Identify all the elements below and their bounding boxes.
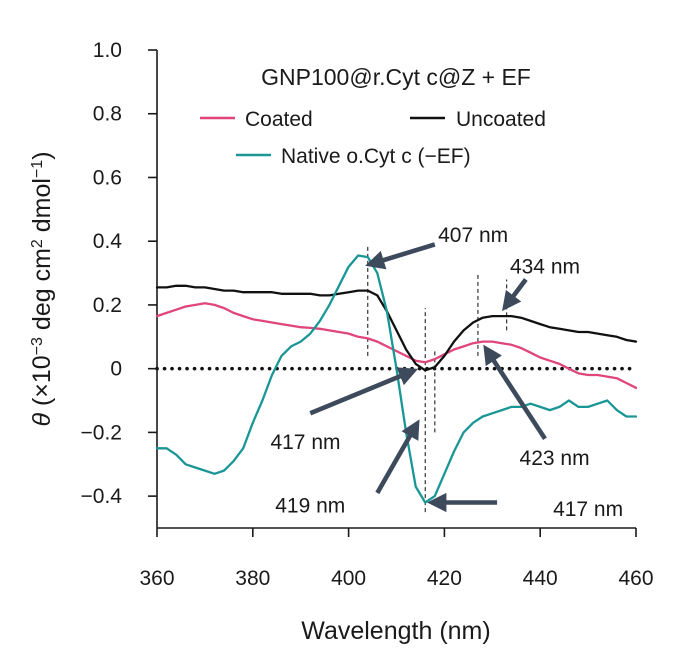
y-tick-label-0-6: 0.6 [93, 166, 122, 189]
x-tick-label-400: 400 [331, 567, 366, 590]
annotation-arrow-1 [365, 242, 436, 270]
x-tick-label-420: 420 [427, 567, 462, 590]
series-line-uncoated [155, 284, 638, 372]
annotation-arrow-4 [375, 419, 420, 495]
legend: Coated Uncoated Native o.Cyt c (−EF) [200, 108, 546, 168]
legend-label-native: Native o.Cyt c (−EF) [281, 145, 471, 168]
annotation-label-4: 419 nm [275, 495, 345, 518]
y-tick-label-0-2: 0.2 [93, 294, 122, 317]
x-tick-label-460: 460 [618, 567, 653, 590]
series-line-coated [155, 302, 638, 389]
x-tick-label-380: 380 [235, 567, 270, 590]
y-axis-label-exp1: −3 [29, 337, 46, 355]
y-tick-label-0-4: 0.4 [93, 230, 123, 253]
y-axis-label: θ (×10−3 deg cm2 dmol−1) [28, 151, 56, 426]
x-tick-label-440: 440 [523, 567, 558, 590]
annotation-label-1: 407 nm [438, 224, 508, 247]
y-tick-label-0-2: −0.2 [81, 421, 122, 444]
y-axis-label-theta: θ [28, 413, 56, 427]
annotation-label-3: 417 nm [270, 431, 340, 454]
annotation-arrow-2 [502, 278, 528, 312]
y-tick-label-1-0: 1.0 [93, 39, 122, 62]
y-tick-label-0: 0 [110, 358, 122, 381]
annotation-label-2: 434 nm [510, 256, 580, 279]
legend-label-coated: Coated [245, 108, 313, 131]
y-tick-label-0-4: −0.4 [81, 485, 123, 508]
y-tick-label-0-8: 0.8 [93, 103, 122, 126]
chart-title: GNP100@r.Cyt c@Z + EF [261, 64, 531, 90]
annotation-arrow-3 [309, 367, 419, 416]
y-axis-label-mid: deg cm [28, 248, 56, 337]
y-axis-label-exp2: 2 [29, 239, 46, 248]
annotation-label-6: 417 nm [553, 498, 623, 521]
y-axis-label-post: dmol [28, 178, 56, 239]
x-tick-label-360: 360 [139, 567, 174, 590]
legend-label-uncoated: Uncoated [456, 108, 546, 131]
annotation-label-5: 423 nm [520, 447, 590, 470]
y-axis-label-pre: (×10 [28, 355, 56, 413]
y-axis-label-exp3: −1 [29, 160, 46, 178]
y-axis-label-close: ) [28, 151, 56, 159]
x-axis-label: Wavelength (nm) [301, 617, 490, 645]
annotation-arrow-5 [483, 344, 547, 441]
